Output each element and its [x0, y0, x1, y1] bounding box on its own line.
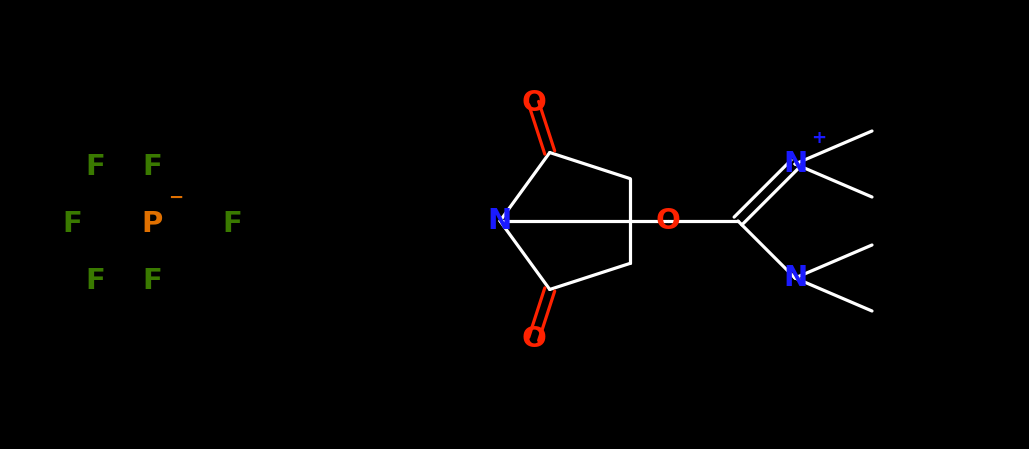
Text: F: F — [142, 267, 162, 295]
Text: −: − — [168, 189, 183, 207]
Text: F: F — [222, 210, 242, 238]
Text: N: N — [783, 264, 807, 292]
Text: O: O — [522, 325, 546, 353]
Text: F: F — [142, 153, 162, 181]
Text: N: N — [488, 207, 512, 235]
Text: O: O — [522, 89, 546, 117]
Text: P: P — [141, 210, 163, 238]
Text: F: F — [85, 153, 105, 181]
Text: O: O — [655, 207, 680, 235]
Text: +: + — [811, 129, 826, 147]
Text: N: N — [783, 150, 807, 178]
Text: F: F — [85, 267, 105, 295]
Text: F: F — [62, 210, 82, 238]
